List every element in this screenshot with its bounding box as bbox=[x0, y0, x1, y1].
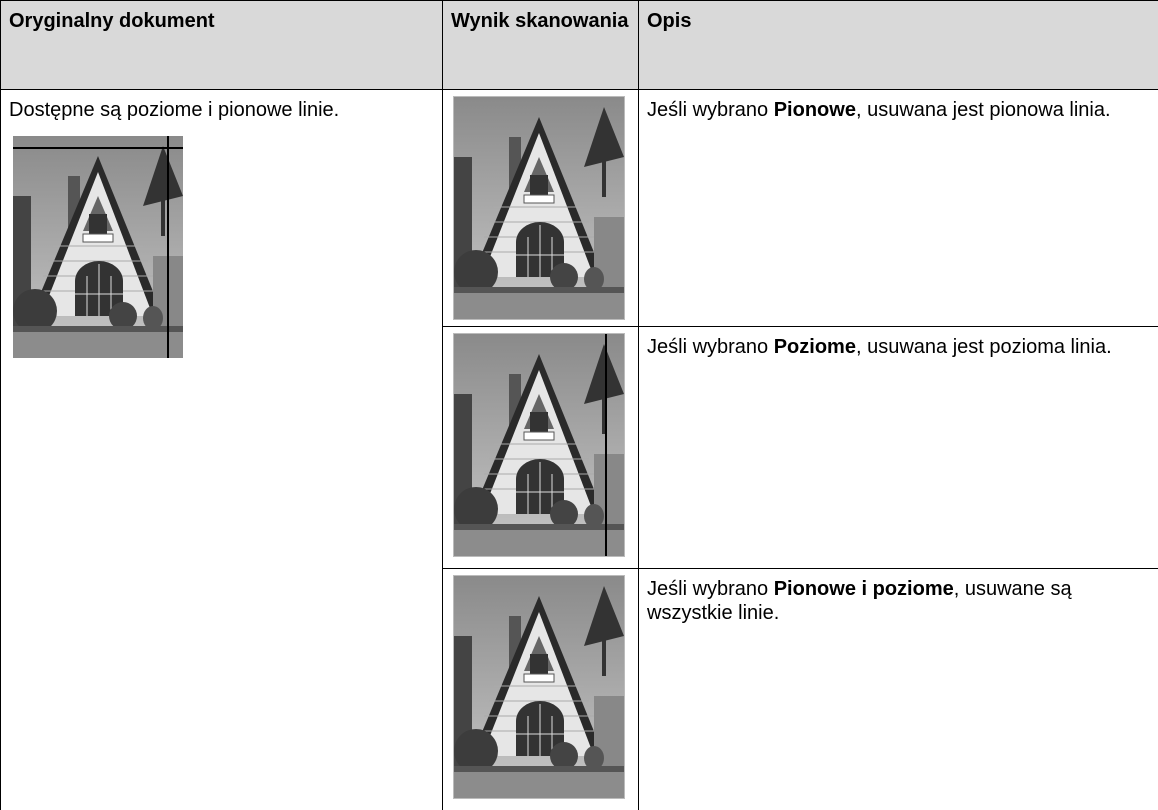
text: , usuwane są wszystkie linie. bbox=[647, 578, 1072, 624]
option: Pionowe bbox=[773, 99, 856, 121]
result-cell bbox=[442, 89, 639, 327]
text: , usuwana jest pionowa linia. bbox=[855, 99, 1111, 121]
text: Jeśli wybrano bbox=[647, 578, 774, 600]
text: , usuwana jest pozioma linia. bbox=[855, 336, 1112, 358]
result-image bbox=[453, 575, 625, 799]
text: Jeśli wybrano bbox=[647, 336, 774, 358]
option: Pionowe i poziome bbox=[773, 578, 954, 600]
description-cell: Jeśli wybrano Pionowe, usuwana jest pion… bbox=[638, 89, 1158, 327]
result-cell bbox=[442, 326, 639, 569]
row: Jeśli wybrano Pionowe i poziome, usuwane… bbox=[1, 568, 1158, 810]
header-cell: Wynik skanowania bbox=[442, 0, 639, 90]
header-cell: Opis bbox=[638, 0, 1158, 90]
original-cell: Dostępne są poziome i pionowe linie. bbox=[0, 89, 443, 810]
row: Dostępne są poziome i pionowe linie. Jeś… bbox=[0, 89, 1158, 810]
result-image bbox=[453, 333, 625, 557]
option: Poziome bbox=[773, 336, 856, 358]
result-image bbox=[453, 96, 625, 320]
description-cell: Jeśli wybrano Pionowe i poziome, usuwane… bbox=[638, 568, 1158, 810]
result-cell bbox=[442, 568, 639, 810]
description-cell: Jeśli wybrano Poziome, usuwana jest pozi… bbox=[638, 326, 1158, 569]
original-text: Dostępne są poziome i pionowe linie. bbox=[9, 99, 340, 121]
header-cell: Oryginalny dokument bbox=[0, 0, 443, 90]
original-image bbox=[13, 136, 183, 358]
row: Jeśli wybrano Poziome, usuwana jest pozi… bbox=[1, 326, 1158, 569]
header-row: Oryginalny dokument Wynik skanowania Opi… bbox=[0, 0, 1158, 90]
text: Jeśli wybrano bbox=[647, 99, 774, 121]
